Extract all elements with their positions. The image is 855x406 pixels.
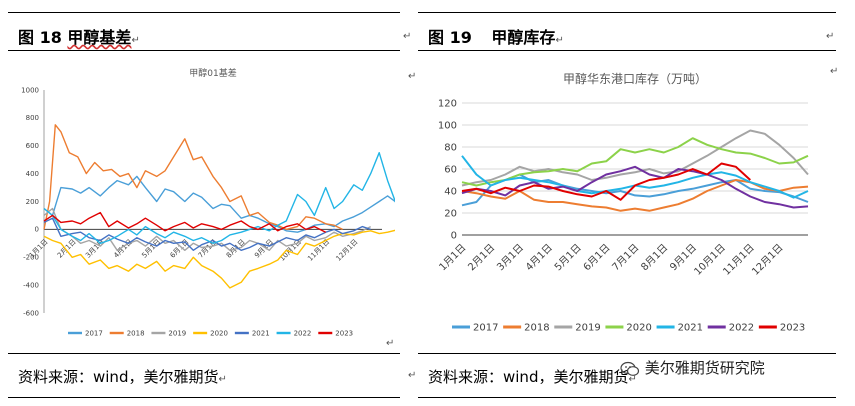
left-xtick-10: 11月1日 — [306, 238, 331, 263]
right-ytick-1: 20 — [444, 208, 457, 219]
left-ytick-0: -600 — [23, 309, 39, 317]
left-legend-label-2022: 2022 — [294, 329, 312, 337]
left-legend-label-2023: 2023 — [335, 329, 353, 337]
left-ytick-2: -200 — [23, 254, 39, 262]
right-legend-label-2021: 2021 — [678, 322, 703, 333]
left-series-2018-line — [43, 124, 343, 231]
right-xtick-3: 4月1日 — [523, 242, 555, 274]
left-ytick-1: -400 — [23, 281, 39, 289]
left-xtick-11: 12月1日 — [334, 238, 359, 263]
watermark: 美尔雅期货研究院 — [620, 357, 765, 378]
left-ytick-6: 600 — [26, 142, 39, 150]
right-figure-heading: 图 19 甲醇库存↵ — [428, 24, 564, 48]
right-series-2019-line — [461, 129, 809, 187]
left-figure-title: 甲醇基差 — [67, 28, 132, 47]
left-ytick-4: 200 — [26, 198, 39, 206]
left-source-mark: ↵ — [218, 374, 227, 385]
left-series-2021-line — [43, 217, 371, 252]
left-series-2017-line — [43, 175, 395, 233]
left-legend-label-2020: 2020 — [210, 329, 228, 337]
left-ytick-7: 800 — [26, 114, 39, 122]
left-legend-label-2017: 2017 — [85, 329, 103, 337]
right-legend-label-2020: 2020 — [626, 322, 651, 333]
left-top-rule — [8, 12, 400, 13]
right-legend-label-2019: 2019 — [575, 322, 600, 333]
right-series-2020-line — [461, 137, 809, 187]
right-heading-end-mark: ↵ — [826, 31, 835, 42]
left-ytick-5: 400 — [26, 170, 39, 178]
left-figure-heading: 图 18 甲醇基差↵ — [18, 24, 140, 48]
right-xtick-6: 7月1日 — [610, 242, 642, 274]
left-chart-title: 甲醇01基差 — [189, 67, 236, 79]
left-source-end-mark: ↵ — [408, 370, 417, 381]
right-inventory-chart: 甲醇华东港口库存（万吨） 0 20 40 60 80 100 120 1月1日2月1日3月1日4… — [437, 71, 809, 333]
right-ytick-3: 60 — [444, 164, 457, 175]
right-xtick-4: 5月1日 — [552, 242, 584, 274]
left-heading-end-mark: ↵ — [403, 31, 412, 42]
left-ytick-3: 0 — [35, 226, 39, 234]
right-xtick-7: 8月1日 — [639, 242, 671, 274]
right-legend-label-2018: 2018 — [524, 322, 549, 333]
right-source-rule — [418, 353, 836, 354]
right-ytick-2: 40 — [444, 186, 457, 197]
left-series-2020-line — [43, 229, 395, 289]
right-series-2022-line — [461, 165, 809, 209]
right-source-mark: ↵ — [628, 374, 637, 385]
left-paragraph-mark: ↵ — [131, 35, 140, 46]
left-figure-label: 图 18 — [18, 28, 62, 47]
right-ytick-4: 80 — [444, 142, 457, 153]
right-xtick-5: 6月1日 — [581, 242, 613, 274]
right-figure-title: 甲醇库存 — [491, 28, 556, 47]
right-series-2023-line — [461, 162, 751, 201]
left-heading-rule — [8, 50, 400, 51]
right-ytick-5: 100 — [438, 120, 457, 131]
left-source-text: 资料来源：wind，美尔雅期货 — [18, 368, 219, 386]
right-ytick-6: 120 — [438, 98, 457, 109]
left-ytick-8: 1000 — [21, 86, 39, 94]
left-bottom-rule — [8, 397, 400, 398]
left-source-rule — [8, 353, 400, 354]
left-chart-end-mark: ↵ — [386, 338, 395, 349]
left-series-2023-line — [43, 211, 327, 233]
left-legend-label-2018: 2018 — [127, 329, 145, 337]
right-top-rule — [418, 12, 836, 13]
wechat-icon — [620, 361, 640, 376]
right-legend-label-2022: 2022 — [729, 322, 754, 333]
right-paragraph-mark: ↵ — [555, 35, 564, 46]
left-series-2022-line — [43, 151, 395, 245]
right-ytick-0: 0 — [451, 230, 457, 241]
left-series-2019-line — [43, 207, 372, 252]
left-legend-label-2021: 2021 — [252, 329, 270, 337]
right-source-note: 资料来源：wind，美尔雅期货↵ — [428, 366, 637, 387]
right-xtick-2: 3月1日 — [494, 242, 526, 274]
left-source-note: 资料来源：wind，美尔雅期货↵ — [18, 366, 227, 387]
right-heading-rule — [418, 50, 836, 51]
right-legend-label-2023: 2023 — [780, 322, 805, 333]
right-chart-end-mark: ↵ — [408, 71, 417, 82]
left-xtick-8: 9月1日 — [253, 238, 275, 260]
right-source-text: 资料来源：wind，美尔雅期货 — [428, 368, 629, 386]
watermark-text: 美尔雅期货研究院 — [644, 359, 765, 377]
right-xtick-11: 12月1日 — [749, 242, 785, 278]
right-xtick-0: 1月1日 — [437, 242, 469, 274]
right-xtick-1: 2月1日 — [466, 242, 498, 274]
right-chart-corner-mark: ↵ — [830, 66, 839, 77]
right-bottom-rule — [418, 397, 836, 398]
right-legend-label-2017: 2017 — [473, 322, 498, 333]
left-legend-label-2019: 2019 — [168, 329, 186, 337]
right-chart-title: 甲醇华东港口库存（万吨） — [563, 71, 707, 86]
right-figure-label: 图 19 — [428, 28, 472, 47]
